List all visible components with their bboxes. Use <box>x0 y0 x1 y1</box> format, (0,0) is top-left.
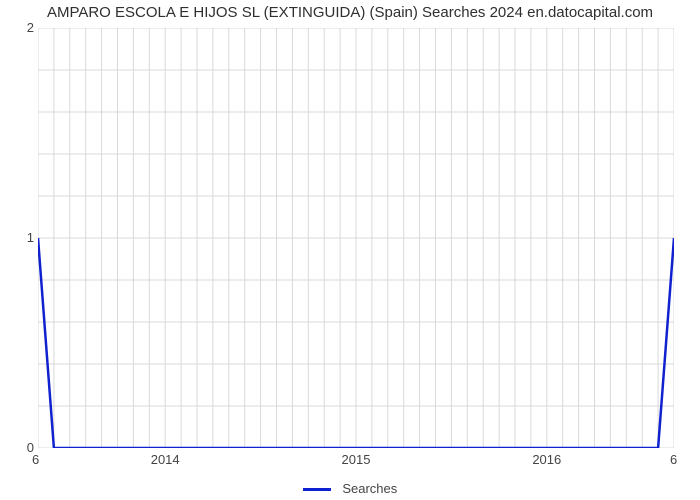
chart-title: AMPARO ESCOLA E HIJOS SL (EXTINGUIDA) (S… <box>0 4 700 21</box>
chart-container: AMPARO ESCOLA E HIJOS SL (EXTINGUIDA) (S… <box>0 0 700 500</box>
x-tick-label: 2016 <box>517 452 577 467</box>
gridlines <box>38 28 674 448</box>
plot-area <box>38 28 674 448</box>
x-tick-label: 2014 <box>135 452 195 467</box>
y-tick-label: 1 <box>4 230 34 245</box>
legend: Searches <box>0 481 700 496</box>
corner-label-bottom-right: 6 <box>670 452 677 467</box>
x-tick-label: 2015 <box>326 452 386 467</box>
chart-svg <box>38 28 674 448</box>
legend-swatch <box>303 488 331 491</box>
y-tick-label: 2 <box>4 20 34 35</box>
legend-label: Searches <box>342 481 397 496</box>
corner-label-bottom-left: 6 <box>32 452 39 467</box>
y-tick-label: 0 <box>4 440 34 455</box>
